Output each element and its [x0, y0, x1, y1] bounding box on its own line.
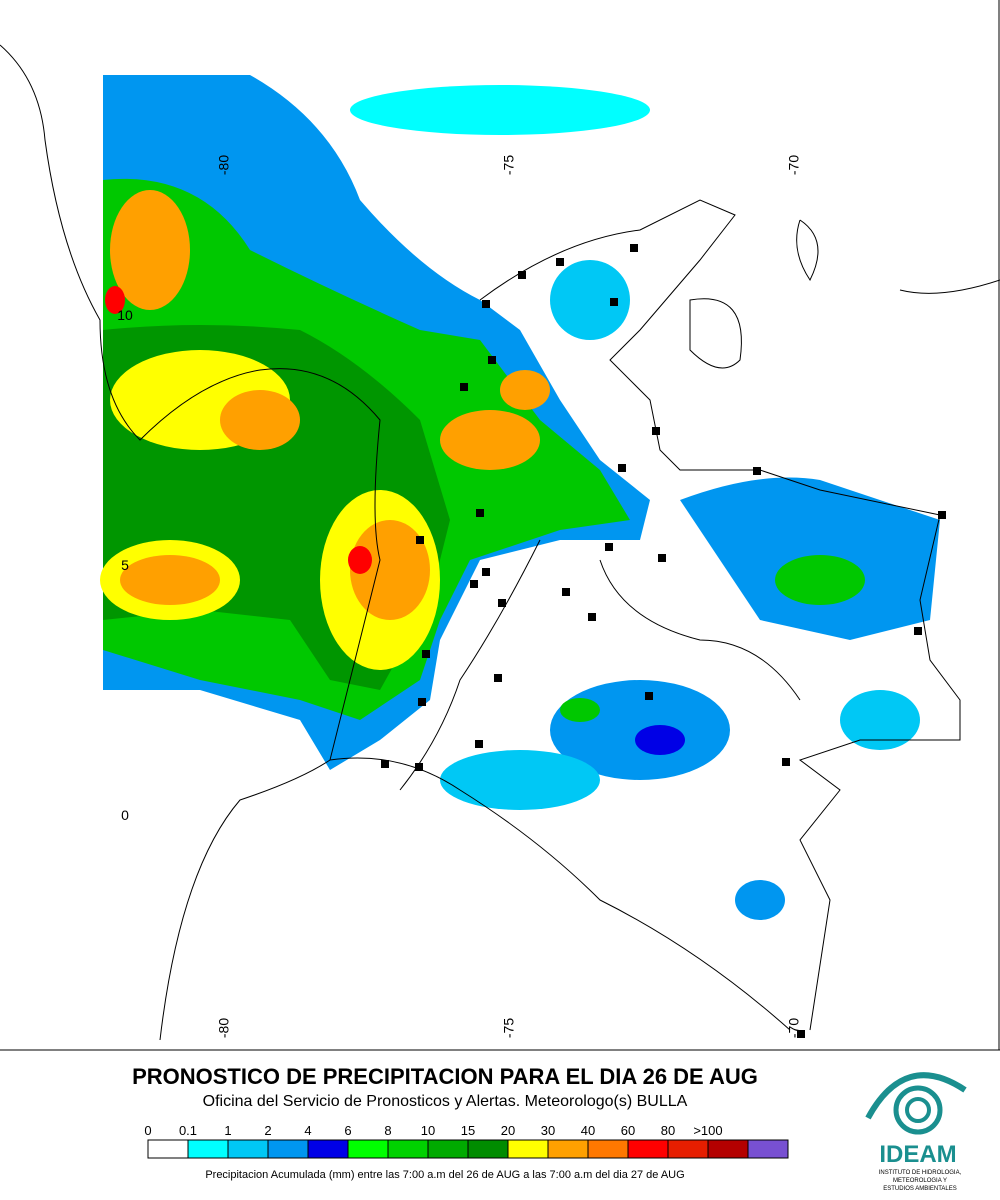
legend-label: 60: [621, 1123, 635, 1138]
legend-label: 0.1: [179, 1123, 197, 1138]
legend-label: 4: [304, 1123, 311, 1138]
legend-swatch: [427, 1139, 469, 1159]
legend-label: 30: [541, 1123, 555, 1138]
legend-swatch: [707, 1139, 749, 1159]
lat-label: 5: [121, 557, 129, 573]
graticule-labels: -80 -80 -75 -75 -70 -70 10 5 0: [117, 155, 801, 1038]
lon-label: -75: [501, 1018, 517, 1038]
legend-swatch: [747, 1139, 789, 1159]
precip-field: [100, 75, 940, 920]
lon-label: -80: [216, 155, 232, 175]
legend-label: 6: [344, 1123, 351, 1138]
logo: IDEAM INSTITUTO DE HIDROLOGIA, METEOROLO…: [865, 1072, 967, 1192]
legend-label: 20: [501, 1123, 515, 1138]
lat-label: 0: [121, 807, 129, 823]
lon-label: -75: [501, 155, 517, 175]
legend-swatch: [227, 1139, 269, 1159]
legend-swatch: [387, 1139, 429, 1159]
lon-label: -70: [786, 1018, 802, 1038]
legend-swatch: [267, 1139, 309, 1159]
legend-label: 0: [144, 1123, 151, 1138]
lon-label: -80: [216, 1018, 232, 1038]
coastlines: [0, 44, 1000, 1041]
legend-swatch: [347, 1139, 389, 1159]
logo-name: IDEAM: [879, 1141, 956, 1168]
legend-label: 1: [224, 1123, 231, 1138]
subtitle: Oficina del Servicio de Pronosticos y Al…: [203, 1093, 688, 1110]
title: PRONOSTICO DE PRECIPITACION PARA EL DIA …: [132, 1064, 758, 1089]
logo-line: ESTUDIOS AMBIENTALES: [883, 1186, 957, 1192]
caption: Precipitacion Acumulada (mm) entre las 7…: [205, 1169, 684, 1181]
legend-label: 15: [461, 1123, 475, 1138]
logo-line: INSTITUTO DE HIDROLOGIA,: [879, 1170, 962, 1176]
legend-swatch: [467, 1139, 509, 1159]
logo-line: METEOROLOGIA Y: [893, 1178, 947, 1184]
legend-swatch: [587, 1139, 629, 1159]
legend-label: >100: [693, 1123, 722, 1138]
legend-label: 8: [384, 1123, 391, 1138]
legend: 0 0.1 1 2 4 6 8 10 15 20 30 40 60 80 >100: [144, 1123, 789, 1159]
legend-swatch: [187, 1139, 229, 1159]
legend-label: 40: [581, 1123, 595, 1138]
legend-swatch: [307, 1139, 349, 1159]
lon-label: -70: [786, 155, 802, 175]
stations: [381, 244, 946, 1038]
legend-swatch: [667, 1139, 709, 1159]
legend-swatch: [547, 1139, 589, 1159]
legend-label: 80: [661, 1123, 675, 1138]
legend-label: 2: [264, 1123, 271, 1138]
legend-swatch: [507, 1139, 549, 1159]
legend-label: 10: [421, 1123, 435, 1138]
legend-swatch: [627, 1139, 669, 1159]
lat-label: 10: [117, 307, 133, 323]
legend-swatch: [147, 1139, 189, 1159]
